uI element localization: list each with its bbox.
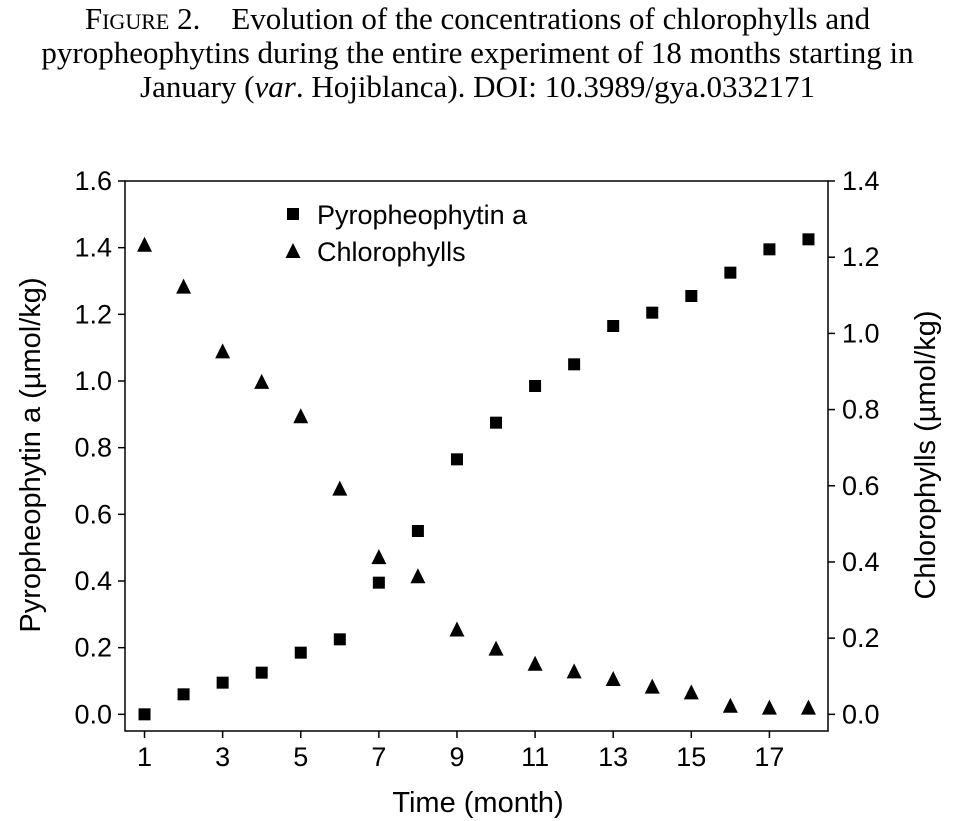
- chlorophylls-point: [293, 408, 309, 424]
- y-right-tick-label: 0.6: [842, 471, 880, 501]
- y-left-tick-label: 0.8: [74, 433, 112, 463]
- pyropheophytin-point: [724, 266, 737, 279]
- x-tick-label: 15: [676, 742, 706, 772]
- y-axis-left-label: Pyropheophytin a (µmol/kg): [15, 277, 47, 632]
- pyropheophytin-point: [411, 525, 424, 537]
- chlorophylls-point: [722, 697, 738, 713]
- chlorophylls-point: [644, 678, 660, 694]
- y-left-tick-label: 0.6: [74, 499, 112, 529]
- y-left-tick-label: 0.0: [74, 699, 112, 729]
- chlorophylls-point: [254, 373, 270, 389]
- y-left-tick-label: 0.4: [74, 566, 112, 596]
- data-marks: [137, 233, 816, 721]
- pyropheophytin-point: [294, 646, 307, 659]
- pyropheophytin-point: [372, 576, 385, 589]
- chlorophylls-point: [761, 699, 777, 715]
- chlorophylls-point: [800, 699, 816, 715]
- chlorophylls-point: [605, 671, 621, 687]
- x-tick-label: 3: [215, 742, 230, 772]
- chlorophylls-point: [410, 568, 426, 584]
- chlorophylls-point: [683, 684, 699, 700]
- pyropheophytin-point: [685, 290, 698, 302]
- x-tick-label: 9: [449, 742, 464, 772]
- pyropheophytin-point: [646, 306, 659, 319]
- y-left-tick-label: 1.4: [74, 233, 112, 263]
- x-tick-label: 1: [137, 742, 152, 772]
- y-right-tick-label: 0.8: [842, 395, 880, 425]
- y-left-tick-label: 1.0: [74, 366, 112, 396]
- pyropheophytin-point: [255, 666, 268, 679]
- x-tick-label: 11: [521, 742, 549, 772]
- pyropheophytin-point: [177, 688, 190, 701]
- figure-label: Figure 2.: [84, 1, 201, 36]
- y-right-tick-label: 1.2: [842, 242, 880, 272]
- y-left-tick-label: 1.2: [74, 299, 112, 329]
- legend-label: Pyropheophytin a: [317, 200, 528, 230]
- chlorophylls-point: [137, 236, 153, 252]
- chlorophylls-point: [176, 278, 192, 294]
- y-right-tick-label: 0.0: [842, 699, 880, 729]
- chlorophylls-point: [215, 343, 231, 359]
- y-left-tick-label: 0.2: [74, 633, 112, 663]
- legend-square-marker: [287, 208, 299, 220]
- caption-text: Evolution of the concentrations of chlor…: [41, 1, 914, 104]
- pyropheophytin-point: [802, 233, 815, 246]
- y-left-tick-label: 1.6: [74, 166, 112, 196]
- axes: 1 3 5 7 9 11 13 15 170.00.20.40.60.81.01.21.41.6…: [74, 166, 879, 772]
- chlorophylls-point: [449, 621, 465, 637]
- y-right-tick-label: 0.2: [842, 623, 880, 653]
- x-tick-label: 7: [371, 742, 386, 772]
- y-right-tick-label: 0.4: [842, 547, 880, 577]
- pyropheophytin-point: [490, 416, 503, 429]
- pyropheophytin-point: [763, 243, 776, 256]
- chlorophylls-point: [527, 655, 543, 671]
- legend: Pyropheophytin a Chlorophylls: [285, 200, 528, 267]
- pyropheophytin-point: [529, 380, 542, 392]
- pyropheophytin-point: [568, 358, 581, 371]
- pyropheophytin-point: [333, 633, 346, 646]
- pyropheophytin-point: [216, 676, 229, 689]
- pyropheophytin-point: [138, 708, 151, 721]
- x-tick-label: 17: [754, 742, 784, 772]
- pyropheophytin-point: [607, 320, 620, 332]
- y-right-tick-label: 1.4: [842, 166, 880, 196]
- pyropheophytin-point: [450, 453, 463, 466]
- x-tick-label: 5: [293, 742, 308, 772]
- x-tick-label: 13: [598, 742, 628, 772]
- y-axis-right-label: Chlorophylls (µmol/kg): [910, 310, 942, 599]
- caption-italic-text: var: [254, 69, 296, 104]
- chlorophylls-point: [371, 549, 387, 565]
- chlorophylls-point: [332, 480, 348, 496]
- legend-triangle-marker: [285, 243, 301, 258]
- chlorophylls-point: [488, 640, 504, 656]
- figure-caption: Figure 2. Evolution of the concentration…: [0, 2, 955, 104]
- y-right-tick-label: 1.0: [842, 318, 880, 348]
- x-axis-label: Time (month): [392, 787, 563, 819]
- chlorophylls-point: [566, 663, 582, 679]
- legend-label: Chlorophylls: [317, 237, 466, 267]
- plot-frame: [124, 180, 829, 732]
- caption-text-after: . Hojiblanca). DOI: 10.3989/gya.0332171: [295, 69, 815, 104]
